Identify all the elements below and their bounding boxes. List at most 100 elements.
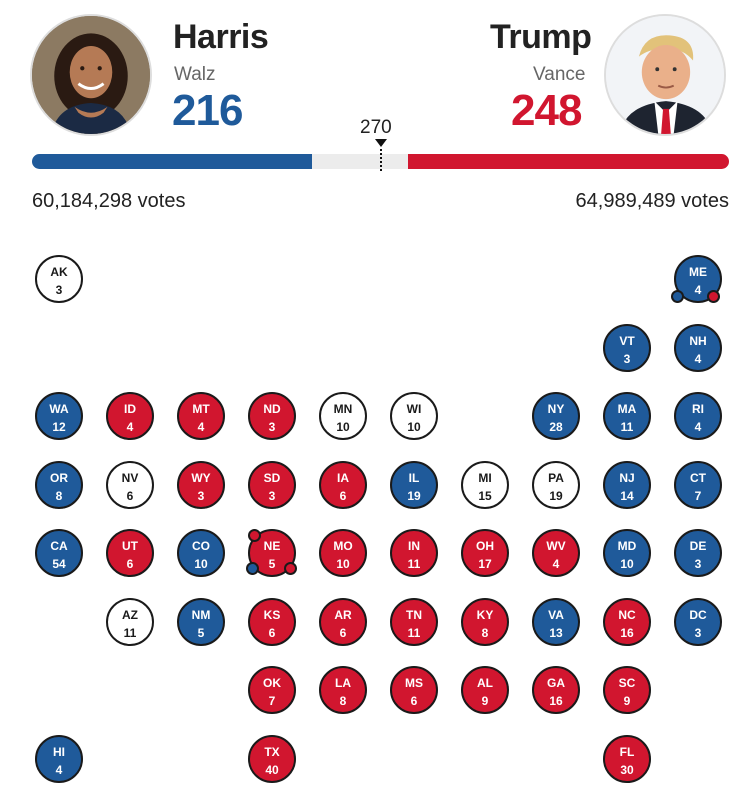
state-tile-mo[interactable]: MO 10 [319,529,367,577]
state-tile-ar[interactable]: AR 6 [319,597,367,646]
state-tile-in[interactable]: IN 11 [390,529,438,577]
republican-bar-fill [407,154,729,169]
state-abbr: VA [548,607,564,622]
state-abbr: ME [689,265,707,279]
state-tile-hi[interactable]: HI 4 [35,734,83,783]
state-abbr: DC [689,607,707,622]
state-tile-dc[interactable]: DC 3 [674,597,722,646]
state-tile-ks[interactable]: KS 6 [248,597,296,646]
state-tile-id[interactable]: ID 4 [106,392,154,440]
state-tile-ia[interactable]: IA 6 [319,460,367,509]
state-tile-ok[interactable]: OK 7 [248,666,296,714]
state-tile-nm[interactable]: NM 5 [177,597,225,646]
state-tile-nh[interactable]: NH 4 [674,323,722,372]
state-abbr: NE [263,539,281,553]
state-tile-wy[interactable]: WY 3 [177,460,225,509]
state-tile-ut[interactable]: UT 6 [106,529,154,577]
state-abbr: NY [547,402,565,416]
state-tile-ne[interactable]: NE 5 [246,529,297,577]
state-abbr: ND [263,402,281,416]
state-tile-ms[interactable]: MS 6 [390,666,438,714]
state-electoral-votes: 3 [268,488,276,503]
state-tile-nj[interactable]: NJ 14 [603,460,651,509]
state-abbr: MT [192,402,210,416]
state-electoral-votes: 11 [123,625,137,640]
state-tile-sc[interactable]: SC 9 [603,666,651,714]
state-electoral-votes: 13 [549,625,563,640]
state-abbr: AR [334,607,352,622]
state-tile-la[interactable]: LA 8 [319,666,367,714]
state-tile-or[interactable]: OR 8 [35,460,83,509]
state-tile-ky[interactable]: KY 8 [461,597,509,646]
state-abbr: OR [50,470,68,485]
state-tile-ct[interactable]: CT 7 [674,460,722,509]
state-abbr: WV [546,539,566,553]
state-abbr: AZ [122,607,138,622]
state-tile-me[interactable]: ME 4 [671,255,722,303]
state-electoral-votes: 54 [52,557,66,571]
threshold-label: 270 [360,117,392,138]
state-electoral-votes: 10 [407,420,421,434]
state-tile-co[interactable]: CO 10 [177,529,225,577]
state-abbr: MD [617,539,637,553]
state-abbr: NM [191,607,211,622]
state-electoral-votes: 6 [126,488,134,503]
state-abbr: MI [478,470,492,485]
state-electoral-votes: 7 [268,694,276,708]
state-tile-va[interactable]: VA 13 [532,597,580,646]
state-tile-mi[interactable]: MI 15 [461,460,509,509]
state-tile-nd[interactable]: ND 3 [248,392,296,440]
state-electoral-votes: 10 [620,557,634,571]
state-abbr: OH [476,539,494,553]
state-tile-fl[interactable]: FL 30 [603,734,651,783]
state-tile-oh[interactable]: OH 17 [461,529,509,577]
state-abbr: MN [333,402,353,416]
state-abbr: IA [337,470,349,485]
state-tile-wa[interactable]: WA 12 [35,392,83,440]
state-tile-ma[interactable]: MA 11 [603,392,651,440]
state-tile-ri[interactable]: RI 4 [674,392,722,440]
district-dot-dem [671,290,684,303]
state-electoral-votes: 3 [623,351,631,366]
state-tile-de[interactable]: DE 3 [674,529,722,577]
state-tile-mt[interactable]: MT 4 [177,392,225,440]
state-electoral-votes: 8 [481,625,489,640]
republican-popular-votes: 64,989,489 votes [575,190,729,212]
state-abbr: NC [618,607,636,622]
state-abbr: IL [408,470,420,485]
state-electoral-votes: 17 [478,557,492,571]
state-tile-pa[interactable]: PA 19 [532,460,580,509]
state-abbr: WA [49,402,69,416]
state-tile-mn[interactable]: MN 10 [319,392,367,440]
state-electoral-votes: 4 [55,762,63,777]
state-tile-wi[interactable]: WI 10 [390,392,438,440]
state-tile-md[interactable]: MD 10 [603,529,651,577]
state-tile-ak[interactable]: AK 3 [35,255,83,303]
state-tile-ca[interactable]: CA 54 [35,529,83,577]
state-electoral-votes: 11 [407,625,421,640]
state-electoral-votes: 3 [694,557,702,571]
state-tile-ny[interactable]: NY 28 [532,392,580,440]
state-abbr: SC [618,676,636,690]
state-tile-vt[interactable]: VT 3 [603,323,651,372]
democrat-electoral-votes: 216 [172,86,243,135]
state-tile-wv[interactable]: WV 4 [532,529,580,577]
state-electoral-votes: 19 [549,488,563,503]
state-electoral-votes: 5 [268,557,276,571]
state-abbr: NV [121,470,139,485]
state-tile-tn[interactable]: TN 11 [390,597,438,646]
state-tile-tx[interactable]: TX 40 [248,734,296,783]
state-tile-il[interactable]: IL 19 [390,460,438,509]
state-electoral-votes: 5 [197,625,205,640]
state-tile-ga[interactable]: GA 16 [532,666,580,714]
state-abbr: CA [50,539,68,553]
state-tile-sd[interactable]: SD 3 [248,460,296,509]
state-tile-al[interactable]: AL 9 [461,666,509,714]
state-abbr: NH [689,333,707,348]
state-tile-nc[interactable]: NC 16 [603,597,651,646]
state-electoral-votes: 6 [339,488,347,503]
state-abbr: OK [263,676,281,690]
state-tile-az[interactable]: AZ 11 [106,597,154,646]
state-tile-nv[interactable]: NV 6 [106,460,154,509]
state-electoral-votes: 6 [126,557,134,571]
